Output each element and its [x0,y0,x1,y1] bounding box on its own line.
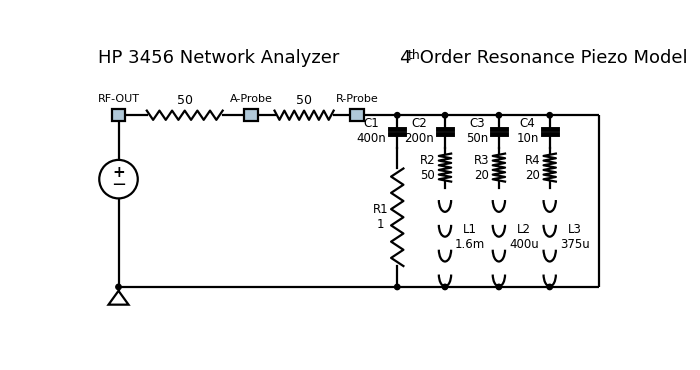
Text: A-Probe: A-Probe [230,94,272,104]
Text: C1
400n: C1 400n [357,117,386,145]
FancyBboxPatch shape [111,109,125,121]
Text: C3
50n: C3 50n [466,117,488,145]
Text: +: + [112,165,125,181]
Text: HP 3456 Network Analyzer: HP 3456 Network Analyzer [98,49,340,67]
Text: 50: 50 [176,94,193,107]
FancyBboxPatch shape [244,109,258,121]
Text: −: − [111,176,126,194]
Text: th: th [407,49,420,62]
Circle shape [116,284,121,290]
Circle shape [496,284,502,290]
Text: L3
375u: L3 375u [560,223,589,251]
Text: Order Resonance Piezo Model: Order Resonance Piezo Model [414,49,688,67]
Circle shape [395,112,400,118]
Text: 4: 4 [399,49,410,67]
Circle shape [547,284,552,290]
Text: C2
200n: C2 200n [405,117,434,145]
Text: RF-OUT: RF-OUT [97,94,139,104]
Circle shape [395,284,400,290]
Circle shape [547,112,552,118]
Circle shape [496,112,502,118]
Text: C4
10n: C4 10n [517,117,539,145]
Text: 50: 50 [296,94,312,107]
Text: R2
50: R2 50 [420,154,435,182]
Circle shape [442,112,448,118]
Circle shape [442,284,448,290]
Text: L2
400u: L2 400u [509,223,539,251]
Text: R3
20: R3 20 [474,154,490,182]
FancyBboxPatch shape [350,109,364,121]
Text: R1
1: R1 1 [372,203,388,231]
Text: R-Probe: R-Probe [336,94,379,104]
Text: L1
1.6m: L1 1.6m [455,223,485,251]
Text: R4
20: R4 20 [525,154,540,182]
